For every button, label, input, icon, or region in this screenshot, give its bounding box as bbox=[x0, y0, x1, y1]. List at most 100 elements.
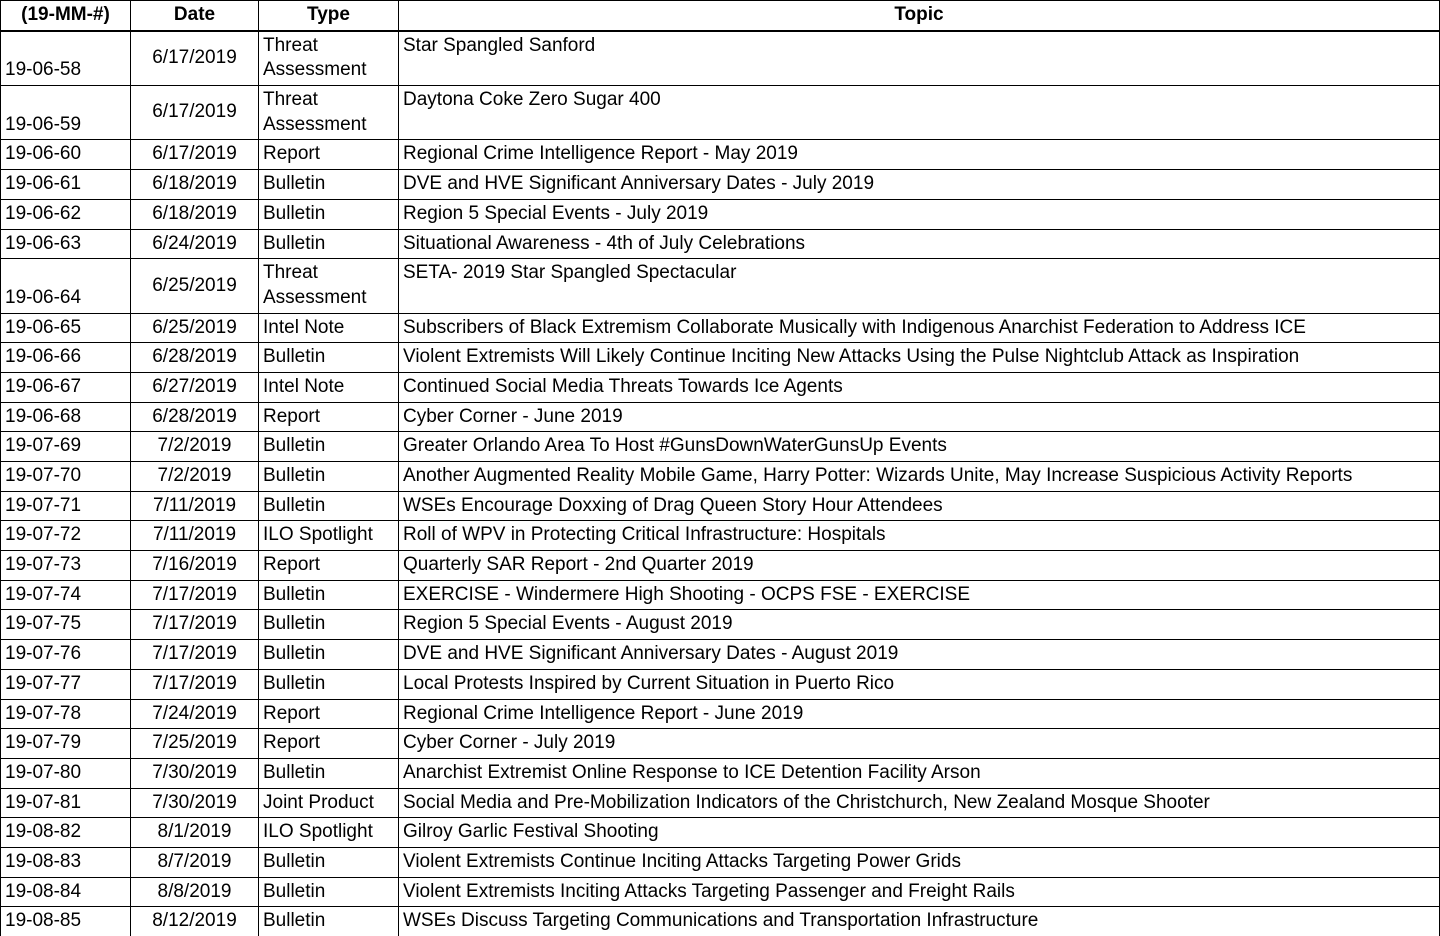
cell-id: 19-06-63 bbox=[1, 229, 131, 259]
cell-topic: Region 5 Special Events - August 2019 bbox=[399, 610, 1440, 640]
cell-id: 19-06-64 bbox=[1, 259, 131, 313]
cell-id: 19-06-67 bbox=[1, 372, 131, 402]
cell-type: Bulletin bbox=[259, 758, 399, 788]
table-row: 19-06-626/18/2019BulletinRegion 5 Specia… bbox=[1, 199, 1440, 229]
table-row: 19-07-707/2/2019BulletinAnother Augmente… bbox=[1, 462, 1440, 492]
table-row: 19-07-717/11/2019BulletinWSEs Encourage … bbox=[1, 491, 1440, 521]
cell-topic: Local Protests Inspired by Current Situa… bbox=[399, 669, 1440, 699]
cell-date: 6/17/2019 bbox=[131, 31, 259, 86]
cell-date: 7/17/2019 bbox=[131, 580, 259, 610]
cell-date: 7/2/2019 bbox=[131, 432, 259, 462]
header-id: (19-MM-#) bbox=[1, 1, 131, 31]
cell-date: 8/12/2019 bbox=[131, 907, 259, 936]
cell-id: 19-07-69 bbox=[1, 432, 131, 462]
cell-id: 19-07-79 bbox=[1, 729, 131, 759]
table-row: 19-06-596/17/2019Threat AssessmentDayton… bbox=[1, 86, 1440, 140]
cell-topic: Cyber Corner - June 2019 bbox=[399, 402, 1440, 432]
cell-topic: Social Media and Pre-Mobilization Indica… bbox=[399, 788, 1440, 818]
cell-id: 19-06-68 bbox=[1, 402, 131, 432]
table-row: 19-07-757/17/2019BulletinRegion 5 Specia… bbox=[1, 610, 1440, 640]
cell-type: Report bbox=[259, 729, 399, 759]
cell-type: Report bbox=[259, 402, 399, 432]
cell-topic: Cyber Corner - July 2019 bbox=[399, 729, 1440, 759]
cell-topic: Violent Extremists Inciting Attacks Targ… bbox=[399, 877, 1440, 907]
table-row: 19-07-777/17/2019BulletinLocal Protests … bbox=[1, 669, 1440, 699]
table-row: 19-06-616/18/2019BulletinDVE and HVE Sig… bbox=[1, 170, 1440, 200]
cell-topic: DVE and HVE Significant Anniversary Date… bbox=[399, 640, 1440, 670]
cell-type: Bulletin bbox=[259, 491, 399, 521]
cell-topic: Roll of WPV in Protecting Critical Infra… bbox=[399, 521, 1440, 551]
cell-topic: Continued Social Media Threats Towards I… bbox=[399, 372, 1440, 402]
table-row: 19-06-606/17/2019ReportRegional Crime In… bbox=[1, 140, 1440, 170]
table-row: 19-06-646/25/2019Threat AssessmentSETA- … bbox=[1, 259, 1440, 313]
cell-date: 8/7/2019 bbox=[131, 847, 259, 877]
cell-type: Threat Assessment bbox=[259, 259, 399, 313]
cell-type: Bulletin bbox=[259, 432, 399, 462]
cell-type: Bulletin bbox=[259, 170, 399, 200]
cell-topic: Violent Extremists Will Likely Continue … bbox=[399, 343, 1440, 373]
table-row: 19-06-586/17/2019Threat AssessmentStar S… bbox=[1, 31, 1440, 86]
table-row: 19-08-848/8/2019BulletinViolent Extremis… bbox=[1, 877, 1440, 907]
cell-date: 6/28/2019 bbox=[131, 343, 259, 373]
cell-type: Threat Assessment bbox=[259, 86, 399, 140]
table-row: 19-06-656/25/2019Intel NoteSubscribers o… bbox=[1, 313, 1440, 343]
cell-type: Joint Product bbox=[259, 788, 399, 818]
cell-topic: Greater Orlando Area To Host #GunsDownWa… bbox=[399, 432, 1440, 462]
cell-type: Intel Note bbox=[259, 313, 399, 343]
cell-date: 6/27/2019 bbox=[131, 372, 259, 402]
cell-date: 7/17/2019 bbox=[131, 610, 259, 640]
cell-id: 19-07-73 bbox=[1, 551, 131, 581]
cell-id: 19-07-77 bbox=[1, 669, 131, 699]
table-row: 19-06-676/27/2019Intel NoteContinued Soc… bbox=[1, 372, 1440, 402]
cell-type: Bulletin bbox=[259, 640, 399, 670]
table-row: 19-08-828/1/2019ILO SpotlightGilroy Garl… bbox=[1, 818, 1440, 848]
cell-id: 19-07-72 bbox=[1, 521, 131, 551]
table-row: 19-07-697/2/2019BulletinGreater Orlando … bbox=[1, 432, 1440, 462]
cell-type: Bulletin bbox=[259, 877, 399, 907]
cell-type: ILO Spotlight bbox=[259, 818, 399, 848]
cell-date: 6/17/2019 bbox=[131, 86, 259, 140]
cell-date: 7/25/2019 bbox=[131, 729, 259, 759]
table-body: 19-06-586/17/2019Threat AssessmentStar S… bbox=[1, 31, 1440, 936]
cell-type: Report bbox=[259, 551, 399, 581]
cell-date: 6/17/2019 bbox=[131, 140, 259, 170]
cell-id: 19-06-66 bbox=[1, 343, 131, 373]
cell-type: Report bbox=[259, 140, 399, 170]
cell-id: 19-07-71 bbox=[1, 491, 131, 521]
cell-id: 19-07-74 bbox=[1, 580, 131, 610]
cell-id: 19-06-61 bbox=[1, 170, 131, 200]
cell-type: ILO Spotlight bbox=[259, 521, 399, 551]
cell-topic: WSEs Encourage Doxxing of Drag Queen Sto… bbox=[399, 491, 1440, 521]
cell-topic: WSEs Discuss Targeting Communications an… bbox=[399, 907, 1440, 936]
cell-date: 7/30/2019 bbox=[131, 788, 259, 818]
table-row: 19-06-686/28/2019ReportCyber Corner - Ju… bbox=[1, 402, 1440, 432]
table-row: 19-07-737/16/2019ReportQuarterly SAR Rep… bbox=[1, 551, 1440, 581]
cell-topic: Star Spangled Sanford bbox=[399, 31, 1440, 86]
cell-topic: Daytona Coke Zero Sugar 400 bbox=[399, 86, 1440, 140]
cell-topic: Regional Crime Intelligence Report - Jun… bbox=[399, 699, 1440, 729]
cell-date: 7/24/2019 bbox=[131, 699, 259, 729]
cell-date: 7/17/2019 bbox=[131, 669, 259, 699]
cell-date: 7/2/2019 bbox=[131, 462, 259, 492]
cell-type: Threat Assessment bbox=[259, 31, 399, 86]
cell-topic: Situational Awareness - 4th of July Cele… bbox=[399, 229, 1440, 259]
cell-date: 6/28/2019 bbox=[131, 402, 259, 432]
table-row: 19-07-797/25/2019ReportCyber Corner - Ju… bbox=[1, 729, 1440, 759]
cell-id: 19-07-76 bbox=[1, 640, 131, 670]
cell-date: 8/1/2019 bbox=[131, 818, 259, 848]
cell-date: 7/17/2019 bbox=[131, 640, 259, 670]
cell-type: Bulletin bbox=[259, 847, 399, 877]
cell-id: 19-06-60 bbox=[1, 140, 131, 170]
header-topic: Topic bbox=[399, 1, 1440, 31]
cell-date: 8/8/2019 bbox=[131, 877, 259, 907]
table-row: 19-07-767/17/2019BulletinDVE and HVE Sig… bbox=[1, 640, 1440, 670]
table-row: 19-06-666/28/2019BulletinViolent Extremi… bbox=[1, 343, 1440, 373]
cell-date: 7/11/2019 bbox=[131, 521, 259, 551]
table-row: 19-07-787/24/2019ReportRegional Crime In… bbox=[1, 699, 1440, 729]
cell-date: 6/18/2019 bbox=[131, 199, 259, 229]
cell-type: Intel Note bbox=[259, 372, 399, 402]
cell-type: Bulletin bbox=[259, 343, 399, 373]
cell-type: Bulletin bbox=[259, 669, 399, 699]
cell-date: 6/18/2019 bbox=[131, 170, 259, 200]
intelligence-report-table: (19-MM-#) Date Type Topic 19-06-586/17/2… bbox=[0, 0, 1440, 936]
